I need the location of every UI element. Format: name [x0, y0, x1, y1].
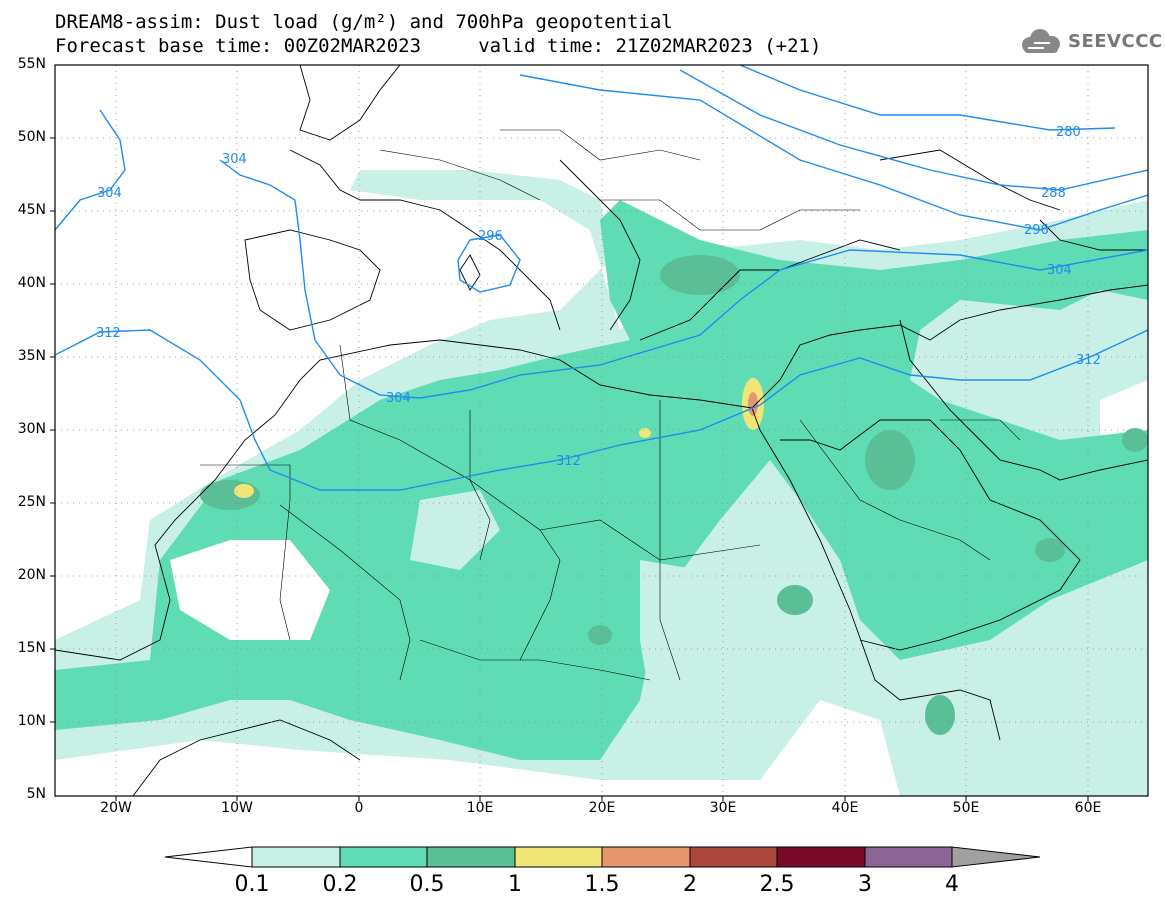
contour-label: 296 — [1024, 223, 1049, 238]
lat-label: 50N — [17, 129, 46, 145]
lon-label: 10E — [466, 800, 494, 816]
dust-hole-libya — [410, 490, 500, 570]
colorbar-label: 2.5 — [759, 872, 795, 897]
colorbar-swatch — [601, 846, 691, 868]
dust-band-orange — [748, 392, 758, 416]
colorbar-swatch — [514, 846, 603, 868]
lat-label: 5N — [26, 786, 46, 802]
geopotential-contours — [55, 65, 1148, 491]
contour-label: 304 — [97, 186, 122, 201]
contour-label: 304 — [222, 152, 247, 167]
colorbar-label: 0.1 — [234, 872, 270, 897]
colorbar-label: 4 — [945, 872, 959, 897]
logo-text: SEEVCCC — [1068, 31, 1163, 52]
lat-label: 35N — [17, 348, 46, 364]
colorbar-label: 1 — [508, 872, 522, 897]
map-title: DREAM8-assim: Dust load (g/m²) and 700hP… — [55, 11, 673, 33]
lon-label: 20E — [588, 800, 616, 816]
graticule — [55, 65, 1148, 796]
colorbar — [164, 846, 1041, 868]
dust-band-medium — [55, 200, 1148, 760]
lat-label: 40N — [17, 275, 46, 291]
lon-label: 60E — [1074, 800, 1102, 816]
forecast-times: Forecast base time: 00Z02MAR2023 valid t… — [55, 35, 822, 57]
lon-label: 30E — [709, 800, 737, 816]
colorbar-swatch — [251, 846, 341, 868]
lat-label: 55N — [17, 56, 46, 72]
contour-label: 288 — [1041, 186, 1066, 201]
lat-label: 10N — [17, 713, 46, 729]
colorbar-label: 0.5 — [409, 872, 445, 897]
lon-label: 50E — [952, 800, 980, 816]
contour-label: 312 — [556, 454, 581, 469]
lon-label: 20W — [100, 800, 132, 816]
lat-label: 25N — [17, 494, 46, 510]
borders — [200, 129, 1021, 681]
contour-label: 312 — [96, 326, 121, 341]
colorbar-label: 2 — [683, 872, 697, 897]
lat-label: 20N — [17, 567, 46, 583]
colorbar-swatch — [689, 846, 778, 868]
colorbar-label: 0.2 — [322, 872, 358, 897]
colorbar-swatch — [776, 846, 866, 868]
lat-label: 15N — [17, 640, 46, 656]
contour-label: 280 — [1056, 125, 1081, 140]
contour-label: 296 — [478, 229, 503, 244]
lon-label: 10W — [221, 800, 253, 816]
dust-hole-sahara — [170, 540, 330, 640]
lon-label: 0 — [354, 800, 364, 816]
contour-label: 304 — [386, 391, 411, 406]
axis-ticks — [50, 137, 1089, 801]
lat-label: 30N — [17, 421, 46, 437]
colorbar-label: 1.5 — [584, 872, 620, 897]
lat-label: 45N — [17, 202, 46, 218]
colorbar-swatch — [426, 846, 516, 868]
colorbar-swatch — [339, 846, 428, 868]
cloud-icon — [1022, 29, 1060, 53]
lon-label: 40E — [831, 800, 859, 816]
colorbar-label: 3 — [858, 872, 872, 897]
coastlines — [55, 65, 1148, 796]
contour-label: 312 — [1076, 353, 1101, 368]
colorbar-lower-triangle — [164, 846, 253, 868]
colorbar-swatch — [864, 846, 953, 868]
colorbar-upper-triangle — [951, 846, 1041, 868]
dust-band-yellow — [234, 378, 764, 498]
contour-label: 304 — [1047, 263, 1072, 278]
